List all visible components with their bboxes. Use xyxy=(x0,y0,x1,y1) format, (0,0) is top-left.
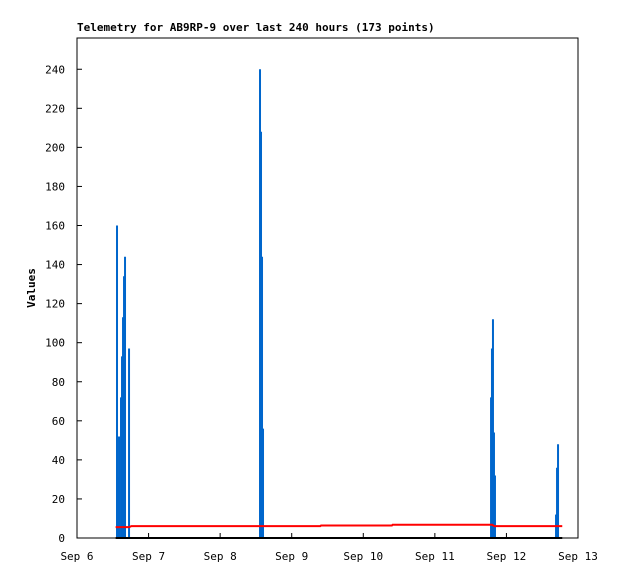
y-tick-label: 0 xyxy=(58,532,65,545)
y-tick-label: 180 xyxy=(45,180,65,193)
y-tick-label: 60 xyxy=(52,415,65,428)
y-tick-label: 200 xyxy=(45,141,65,154)
x-tick-label: Sep 9 xyxy=(275,550,308,563)
x-tick-label: Sep 6 xyxy=(60,550,93,563)
y-tick-label: 40 xyxy=(52,454,65,467)
y-axis-label: Values xyxy=(25,268,38,308)
series-line xyxy=(115,523,563,529)
y-tick-label: 140 xyxy=(45,259,65,272)
y-tick-label: 120 xyxy=(45,298,65,311)
y-tick-label: 100 xyxy=(45,337,65,350)
plot-frame xyxy=(76,37,579,539)
y-tick-label: 80 xyxy=(52,376,65,389)
x-tick-label: Sep 11 xyxy=(415,550,455,563)
x-tick-label: Sep 8 xyxy=(204,550,237,563)
x-tick-label: Sep 13 xyxy=(558,550,598,563)
x-tick-label: Sep 7 xyxy=(132,550,165,563)
x-tick-label: Sep 12 xyxy=(487,550,527,563)
y-tick-label: 20 xyxy=(52,493,65,506)
y-tick-label: 160 xyxy=(45,220,65,233)
y-tick-label: 220 xyxy=(45,102,65,115)
x-tick-label: Sep 10 xyxy=(343,550,383,563)
chart-title: Telemetry for AB9RP-9 over last 240 hour… xyxy=(77,21,435,34)
y-tick-label: 240 xyxy=(45,63,65,76)
